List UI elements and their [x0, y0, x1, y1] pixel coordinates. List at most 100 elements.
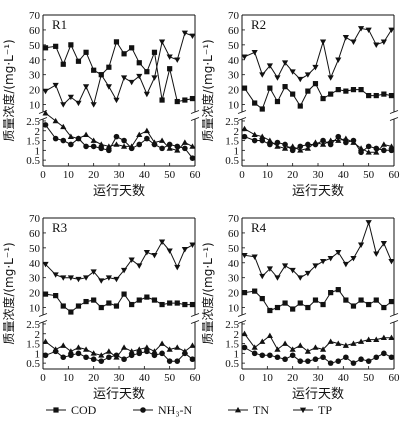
data-point-tn — [388, 143, 395, 149]
data-point-tn — [266, 137, 273, 143]
y-tick-label: 60 — [29, 228, 41, 240]
data-point-tp — [350, 39, 357, 45]
data-point-tn — [241, 125, 248, 132]
data-point-tp — [105, 84, 112, 90]
data-point-cod — [136, 297, 142, 303]
data-point-nh-n — [42, 122, 49, 128]
series-line-nh-n — [45, 124, 193, 159]
data-point-cod — [343, 297, 349, 303]
data-point-tp — [259, 72, 266, 78]
axis-break-mark — [389, 320, 399, 324]
data-point-tn — [312, 139, 319, 145]
data-point-tn — [241, 330, 248, 337]
data-point-tn — [143, 127, 150, 134]
data-point-nh-n — [365, 358, 372, 364]
y-tick-label: 2.5 — [225, 116, 239, 128]
data-point-cod — [305, 304, 311, 311]
data-point-tn — [136, 131, 143, 137]
data-point-cod — [366, 92, 372, 99]
data-point-tn — [319, 141, 327, 147]
data-point-tp — [166, 54, 173, 60]
data-point-nh-n — [128, 352, 135, 359]
y-tick-label: 10 — [29, 100, 41, 112]
series-cod — [42, 39, 196, 105]
data-point-tn — [297, 147, 304, 153]
data-point-cod — [259, 295, 265, 302]
data-point-cod — [373, 297, 379, 303]
axis-break-mark — [190, 320, 200, 324]
data-point-cod — [282, 84, 288, 90]
y-tick-label: 50 — [29, 40, 41, 52]
y-tick-label: 0.5 — [225, 155, 239, 167]
data-point-nh-n — [274, 354, 281, 361]
data-point-tp — [158, 39, 166, 45]
x-tick-label: 10 — [262, 169, 274, 181]
data-point-tp — [90, 102, 97, 108]
legend-marker — [234, 406, 242, 413]
data-point-tp — [342, 261, 349, 268]
legend-item-tn: TN — [228, 403, 269, 417]
y-tick-label: 30 — [29, 70, 41, 82]
data-point-tn — [120, 143, 128, 149]
y-tick-label: 70 — [29, 213, 41, 225]
axis-break-mark — [237, 313, 247, 317]
data-point-cod — [113, 303, 120, 309]
data-point-tp — [373, 251, 380, 257]
data-point-tp — [357, 26, 365, 32]
data-point-cod — [144, 294, 150, 300]
data-point-cod — [113, 39, 120, 45]
data-point-nh-n — [52, 135, 59, 142]
data-point-cod — [83, 49, 89, 55]
chart-legend: COD NH₃-N TN TP — [46, 403, 332, 417]
data-point-tn — [251, 131, 258, 137]
y-tick-label: 2.5 — [225, 319, 239, 331]
data-point-tn — [67, 133, 74, 139]
data-point-tn — [174, 344, 181, 350]
x-tick-label: 60 — [190, 372, 202, 384]
data-point-tn — [143, 344, 150, 350]
legend-marker — [140, 407, 146, 413]
data-point-nh-n — [121, 356, 127, 363]
x-tick-label: 30 — [114, 372, 126, 384]
data-point-tp — [67, 94, 74, 101]
series-nh-n — [42, 348, 196, 364]
data-point-cod — [290, 306, 296, 312]
data-point-tp — [281, 60, 289, 66]
axis-break-mark — [237, 320, 247, 324]
data-point-nh-n — [373, 354, 380, 361]
data-point-nh-n — [144, 135, 150, 142]
y-tick-label: 40 — [228, 258, 240, 270]
data-point-cod — [121, 291, 127, 297]
data-point-cod — [297, 300, 303, 306]
data-point-cod — [106, 64, 112, 70]
data-point-nh-n — [267, 352, 273, 359]
data-point-cod — [358, 87, 364, 93]
data-point-nh-n — [358, 149, 364, 156]
data-point-cod — [174, 300, 180, 306]
x-tick-label: 30 — [313, 169, 325, 181]
data-point-cod — [121, 51, 127, 57]
legend-label: TN — [253, 403, 269, 417]
data-point-tn — [42, 338, 49, 344]
data-point-cod — [297, 103, 303, 109]
data-point-nh-n — [136, 350, 143, 357]
axis-break-mark — [237, 110, 247, 114]
data-point-tp — [274, 275, 281, 281]
data-point-tp — [297, 76, 304, 83]
y-tick-label: 1.5 — [26, 339, 40, 351]
data-point-nh-n — [381, 350, 387, 357]
data-point-tp — [128, 257, 135, 263]
series-line-tp — [45, 241, 193, 282]
data-point-tp — [151, 252, 158, 259]
data-point-cod — [350, 303, 357, 309]
data-point-tn — [357, 145, 365, 151]
x-tick-label: 10 — [63, 372, 75, 384]
data-point-tn — [158, 340, 166, 346]
y-tick-label: 1 — [35, 348, 41, 360]
data-point-nh-n — [320, 137, 326, 144]
data-point-nh-n — [106, 354, 112, 361]
legend-item-nh-n: NH₃-N — [133, 403, 193, 417]
y-tick-label: 10 — [228, 100, 240, 112]
data-point-cod — [320, 95, 326, 102]
